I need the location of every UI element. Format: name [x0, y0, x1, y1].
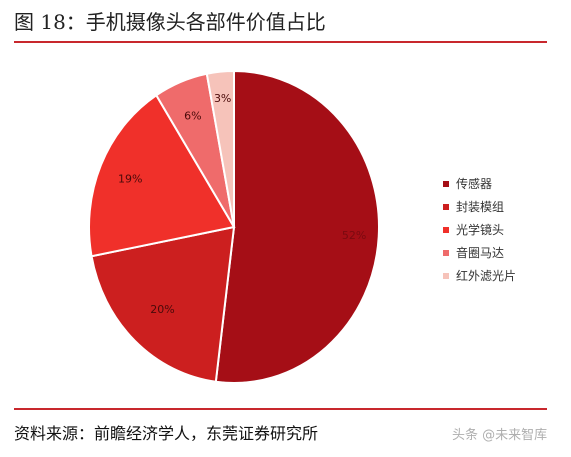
data-label-3: 19%	[118, 173, 142, 186]
source-note: 资料来源：前瞻经济学人，东莞证券研究所	[14, 424, 319, 443]
pie-slice-3	[88, 93, 236, 258]
legend-swatch-1	[443, 180, 449, 187]
watermark: 头条 @未来智库	[452, 428, 548, 443]
top-rule	[14, 41, 547, 43]
bottom-rule	[14, 408, 547, 410]
legend-swatch-5	[443, 272, 449, 279]
legend-item-4: 音圈马达	[443, 241, 516, 264]
pie-slices	[88, 69, 380, 384]
legend-item-2: 封装模组	[443, 195, 516, 218]
legend-swatch-3	[443, 226, 449, 233]
legend-item-5: 红外滤光片	[443, 264, 516, 287]
pie-slice-5	[205, 69, 235, 228]
chart-title: 图 18：手机摄像头各部件价值占比	[14, 10, 326, 34]
legend-label-3: 光学镜头	[456, 223, 505, 237]
data-label-1: 52%	[342, 229, 366, 242]
pie-slice-2	[90, 225, 236, 383]
legend-label-2: 封装模组	[456, 200, 505, 214]
data-label-2: 20%	[150, 303, 174, 316]
data-label-5: 3%	[214, 92, 231, 105]
data-label-4: 6%	[184, 109, 201, 122]
legend-label-4: 音圈马达	[456, 246, 505, 260]
legend-label-1: 传感器	[456, 177, 493, 191]
legend-label-5: 红外滤光片	[456, 269, 517, 283]
pie-slice-1	[214, 69, 380, 384]
legend-item-1: 传感器	[443, 172, 516, 195]
legend-swatch-4	[443, 249, 449, 256]
pie-data-labels: 52% 20% 19% 6% 3%	[118, 92, 366, 316]
legend-swatch-2	[443, 203, 449, 210]
legend: 传感器封装模组光学镜头音圈马达红外滤光片	[443, 172, 516, 287]
legend-item-3: 光学镜头	[443, 218, 516, 241]
